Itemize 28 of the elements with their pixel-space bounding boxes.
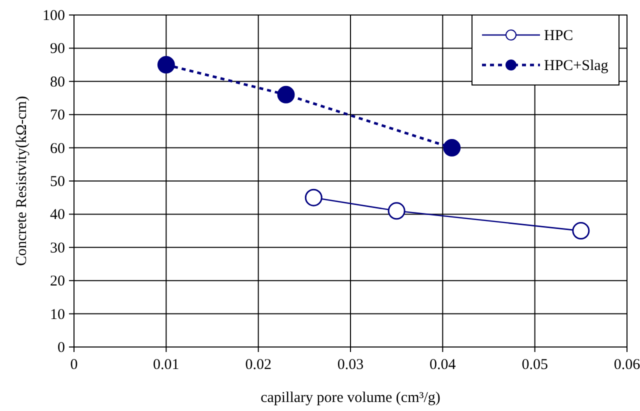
legend-label: HPC+Slag xyxy=(544,58,609,74)
y-tick-label: 90 xyxy=(50,41,65,58)
point xyxy=(572,222,590,240)
y-tick-label: 60 xyxy=(50,140,65,157)
y-tick-label: 0 xyxy=(58,340,65,356)
legend-label: HPC xyxy=(544,28,574,44)
x-tick-label: 0.06 xyxy=(614,357,640,373)
point xyxy=(157,56,175,74)
y-tick-label: 20 xyxy=(50,274,65,290)
y-tick-label: 70 xyxy=(50,108,65,124)
y-tick-label: 30 xyxy=(50,240,65,256)
x-axis-title: capillary pore volume (cm³/g) xyxy=(260,390,440,406)
x-tick-label: 0.03 xyxy=(337,357,364,373)
x-tick-label: 0.02 xyxy=(245,357,272,373)
point xyxy=(304,188,322,206)
x-tick-label: 0.05 xyxy=(522,357,548,373)
point xyxy=(443,139,461,157)
y-tick-label: 50 xyxy=(50,174,65,190)
x-tick-label: 0.01 xyxy=(153,357,180,373)
y-axis-title: Concrete Resistvity(kΩ-cm) xyxy=(14,96,30,266)
x-tick-label: 0 xyxy=(70,357,78,373)
point xyxy=(388,202,406,220)
y-tick-label: 40 xyxy=(50,207,65,224)
x-tick-label: 0.04 xyxy=(430,357,456,373)
y-tick-label: 10 xyxy=(50,306,65,323)
point xyxy=(277,86,295,104)
y-tick-label: 100 xyxy=(42,8,65,24)
y-tick-label: 80 xyxy=(50,74,65,90)
